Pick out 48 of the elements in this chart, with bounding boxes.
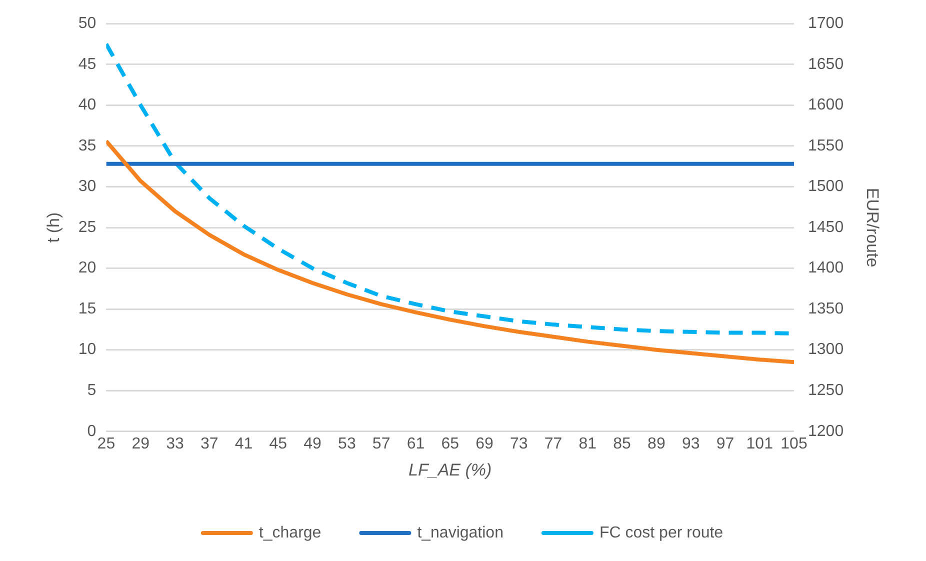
y2-tick-label: 1250 [808, 382, 844, 400]
x-tick-label: 105 [780, 435, 808, 452]
y-tick-label: 35 [78, 137, 96, 154]
y-tick-label: 15 [78, 300, 96, 318]
x-tick-label: 41 [234, 435, 253, 452]
x-tick-label: 81 [578, 435, 597, 452]
y-tick-label: 30 [78, 178, 96, 196]
legend-label: t_charge [258, 524, 322, 542]
x-tick-label: 89 [648, 435, 666, 452]
y-axis-title: t (h) [44, 212, 63, 243]
y-tick-label: 25 [78, 218, 96, 236]
y2-tick-label: 1400 [808, 260, 844, 277]
legend-label: t_navigation [417, 524, 504, 542]
x-tick-label: 45 [269, 435, 288, 452]
y2-tick-label: 1600 [808, 96, 844, 114]
y2-tick-label: 1300 [808, 341, 844, 358]
x-tick-label: 53 [338, 435, 356, 452]
legend-label: FC cost per route [599, 524, 724, 542]
y2-tick-label: 1200 [808, 422, 844, 440]
x-tick-label: 69 [476, 435, 494, 452]
y-tick-label: 50 [78, 15, 96, 32]
x-tick-label: 57 [372, 435, 390, 452]
x-tick-label: 101 [746, 435, 774, 452]
y2-tick-label: 1550 [808, 137, 844, 154]
y2-axis-title: EUR/route [863, 188, 882, 268]
y2-tick-label: 1700 [808, 15, 844, 32]
x-tick-label: 37 [200, 435, 218, 452]
y-tick-label: 5 [87, 382, 96, 400]
x-axis-title: LF_AE (%) [408, 460, 492, 480]
x-tick-label: 33 [166, 435, 184, 452]
y-tick-label: 45 [78, 56, 96, 73]
x-tick-label: 29 [132, 435, 150, 452]
x-tick-label: 61 [406, 435, 425, 452]
y-tick-label: 40 [78, 96, 96, 114]
y-tick-label: 0 [87, 422, 96, 440]
y-tick-label: 10 [78, 341, 96, 358]
x-tick-label: 93 [682, 435, 700, 452]
y-tick-label: 20 [78, 260, 96, 277]
y2-tick-label: 1450 [808, 218, 844, 236]
x-tick-label: 49 [304, 435, 322, 452]
x-tick-label: 97 [716, 435, 734, 452]
x-tick-label: 85 [613, 435, 632, 452]
x-tick-label: 65 [441, 435, 460, 452]
y2-tick-label: 1500 [808, 178, 844, 196]
x-tick-label: 77 [544, 435, 562, 452]
x-tick-label: 73 [510, 435, 528, 452]
y2-tick-label: 1350 [808, 300, 844, 318]
y2-tick-label: 1650 [808, 56, 844, 73]
